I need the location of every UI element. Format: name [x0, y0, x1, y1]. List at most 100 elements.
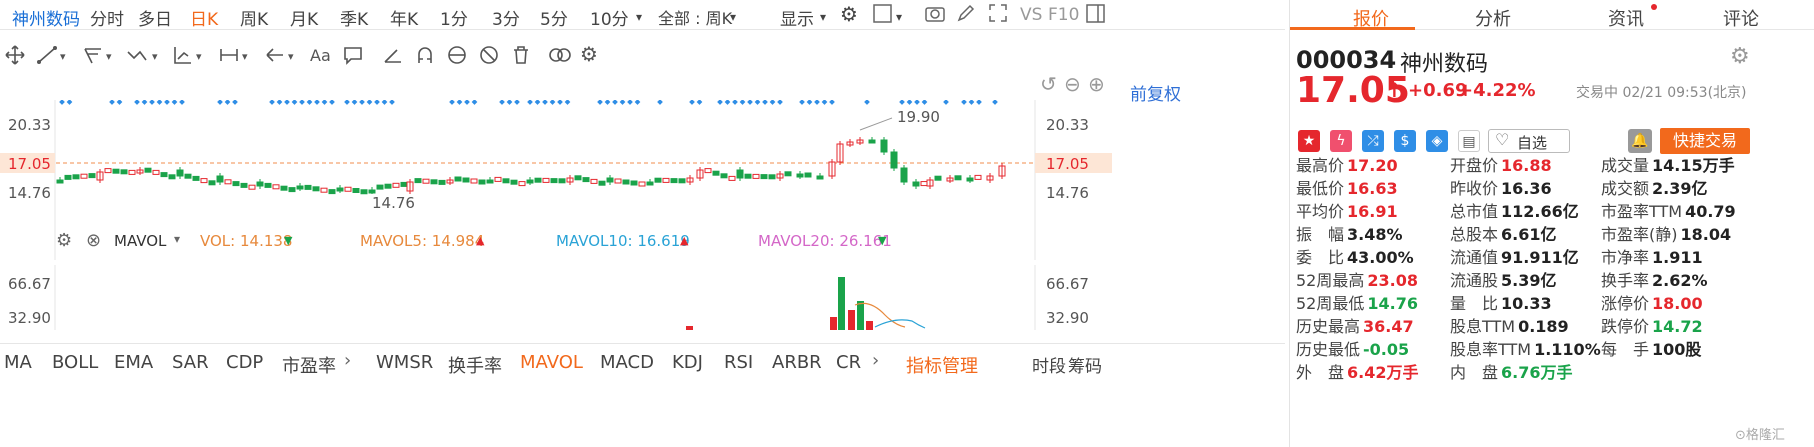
tab-analysis[interactable]: 分析	[1475, 9, 1511, 30]
timeshare-button[interactable]: 时段	[1032, 357, 1066, 377]
display-button[interactable]: 显示	[780, 10, 814, 30]
chevron-down-icon[interactable]: ▾	[288, 50, 294, 63]
vs-button[interactable]: VS	[1020, 5, 1043, 25]
indicator-macd[interactable]: MACD	[600, 352, 654, 373]
fib-tool-icon[interactable]	[172, 44, 194, 66]
candle	[144, 167, 152, 173]
indicator-kdj[interactable]: KDJ	[672, 352, 703, 373]
text-tool-icon[interactable]: Aa	[310, 46, 331, 65]
indicator-pe[interactable]: 市盈率	[282, 356, 336, 377]
indicator-cdp[interactable]: CDP	[226, 352, 264, 373]
stock-name-tab[interactable]: 神州数码	[12, 10, 80, 30]
candlestick-chart[interactable]: 20.33 17.05 14.76 20.33 17.05 14.76 19.9…	[0, 100, 1285, 260]
angle-tool-icon[interactable]	[382, 44, 404, 66]
candles	[56, 137, 1006, 195]
tab-5min[interactable]: 5分	[540, 10, 568, 30]
chip-distribution-button[interactable]: 筹码	[1068, 357, 1102, 377]
dollar-icon[interactable]: $	[1394, 130, 1416, 152]
indicator-arbr[interactable]: ARBR	[772, 352, 822, 373]
tab-monthly-k[interactable]: 月K	[290, 10, 319, 30]
fullscreen-icon[interactable]	[988, 3, 1008, 28]
quote-item: 流通股 5.39亿	[1450, 267, 1557, 291]
line-tool-icon[interactable]	[36, 44, 58, 66]
settings-gear-icon[interactable]: ⚙	[840, 2, 858, 26]
signal-markers	[59, 100, 998, 105]
measure-tool-icon[interactable]	[218, 44, 240, 66]
bookmark-icon[interactable]: ▤	[1458, 130, 1480, 152]
indicator-ema[interactable]: EMA	[114, 352, 154, 373]
tab-comments[interactable]: 评论	[1723, 9, 1759, 30]
indicator-cr[interactable]: CR	[836, 352, 862, 373]
chevron-down-icon[interactable]: ▾	[174, 232, 181, 246]
tab-quote[interactable]: 报价	[1353, 9, 1389, 30]
candle	[920, 181, 928, 187]
close-icon[interactable]: ⊗	[86, 230, 102, 251]
zoom-out-icon[interactable]: ⊖	[1064, 72, 1081, 96]
adjust-mode-button[interactable]: 前复权	[1130, 85, 1181, 105]
hide-drawing-icon[interactable]	[478, 44, 500, 66]
chevron-down-icon[interactable]: ▾	[196, 50, 202, 63]
volume-chart[interactable]: 66.67 32.90 66.67 32.90	[0, 265, 1285, 330]
chevron-down-icon[interactable]: ▾	[242, 50, 248, 63]
tab-3min[interactable]: 3分	[492, 10, 520, 30]
lock-drawing-icon[interactable]	[446, 44, 468, 66]
settings-gear-icon[interactable]: ⚙	[580, 42, 598, 66]
tab-quarterly-k[interactable]: 季K	[340, 10, 369, 30]
indicator-name[interactable]: MAVOL	[114, 232, 167, 250]
candle	[760, 174, 768, 180]
indicator-mavol[interactable]: MAVOL	[520, 352, 583, 373]
chevron-down-icon[interactable]: ▾	[636, 10, 643, 24]
quote-label: 昨收价	[1450, 179, 1499, 198]
arrow-tool-icon[interactable]	[264, 44, 286, 66]
f10-button[interactable]: F10	[1048, 5, 1080, 25]
chevron-right-icon[interactable]: ›	[344, 350, 352, 371]
chevron-down-icon[interactable]: ▾	[820, 10, 827, 24]
indicator-boll[interactable]: BOLL	[52, 352, 99, 373]
indicator-turnover[interactable]: 换手率	[448, 356, 502, 377]
tab-news[interactable]: 资讯	[1608, 9, 1644, 30]
tab-daily-k[interactable]: 日K	[190, 10, 219, 30]
toggle-icon[interactable]	[548, 44, 572, 66]
comment-tool-icon[interactable]	[342, 44, 364, 66]
chevron-down-icon[interactable]: ▾	[106, 50, 112, 63]
signal-marker	[542, 100, 548, 105]
add-watchlist-button[interactable]: ♡ 自选	[1488, 129, 1570, 153]
indicator-rsi[interactable]: RSI	[724, 352, 754, 373]
pencil-icon[interactable]	[956, 3, 976, 28]
reset-icon[interactable]: ↺	[1040, 72, 1057, 96]
move-icon[interactable]	[4, 44, 26, 66]
signal-marker	[777, 100, 783, 105]
shuffle-icon[interactable]: ⤮	[1362, 130, 1384, 152]
settings-gear-icon[interactable]: ⚙	[56, 230, 73, 251]
chevron-down-icon[interactable]: ▾	[152, 50, 158, 63]
indicator-wmsr[interactable]: WMSR	[376, 352, 434, 373]
tab-multiday[interactable]: 多日	[138, 10, 172, 30]
tab-10min[interactable]: 10分	[590, 10, 629, 30]
indicator-sar[interactable]: SAR	[172, 352, 209, 373]
tag-icon[interactable]: ◈	[1426, 130, 1448, 152]
settings-gear-icon[interactable]: ⚙	[1730, 44, 1750, 69]
quote-item: 历史最低 -0.05	[1296, 336, 1409, 360]
zoom-in-icon[interactable]: ⊕	[1088, 72, 1105, 96]
magnet-icon[interactable]	[414, 44, 436, 66]
quick-trade-button[interactable]: 快捷交易	[1660, 128, 1750, 154]
camera-icon[interactable]	[924, 3, 946, 28]
sidebar-toggle-icon[interactable]	[1086, 4, 1106, 29]
indicator-manage-button[interactable]: 指标管理	[906, 356, 978, 377]
tab-timeshare[interactable]: 分时	[90, 10, 124, 30]
trash-icon[interactable]	[510, 44, 532, 66]
range-select[interactable]: 全部 : 周K	[658, 9, 733, 28]
tab-yearly-k[interactable]: 年K	[390, 10, 419, 30]
tab-1min[interactable]: 1分	[440, 10, 468, 30]
chevron-down-icon[interactable]: ▾	[60, 50, 66, 63]
chevron-down-icon[interactable]: ▾	[896, 10, 903, 24]
chevron-down-icon[interactable]: ▾	[730, 10, 737, 24]
indicator-ma[interactable]: MA	[4, 352, 32, 373]
channel-tool-icon[interactable]	[82, 44, 104, 66]
chevron-right-icon[interactable]: ›	[872, 350, 880, 371]
wave-tool-icon[interactable]	[126, 44, 150, 66]
color-box-icon[interactable]	[873, 4, 893, 29]
flash-icon[interactable]: ϟ	[1330, 130, 1352, 152]
tab-weekly-k[interactable]: 周K	[240, 10, 269, 30]
bell-icon[interactable]: 🔔	[1628, 129, 1652, 153]
